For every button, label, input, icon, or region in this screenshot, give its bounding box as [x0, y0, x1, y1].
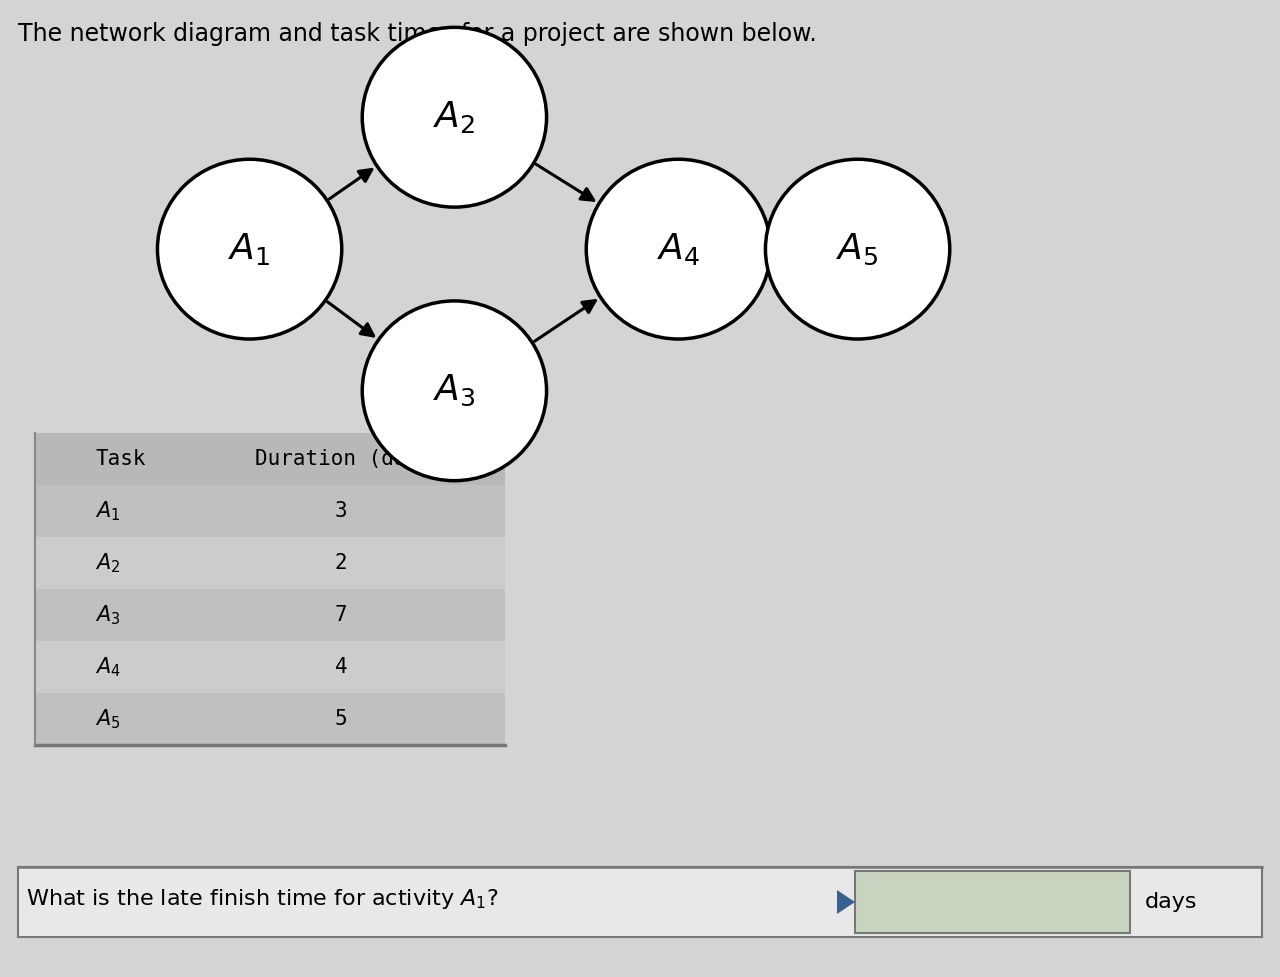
Text: $A_{1}$: $A_{1}$ — [228, 232, 271, 267]
Bar — [35, 537, 506, 589]
Bar — [855, 871, 1130, 933]
Text: What is the late finish time for activity $A_1$?: What is the late finish time for activit… — [26, 887, 498, 911]
Text: $A_{4}$: $A_{4}$ — [657, 232, 700, 267]
Ellipse shape — [765, 159, 950, 339]
Text: $A_{4}$: $A_{4}$ — [95, 656, 120, 679]
Text: $A_{5}$: $A_{5}$ — [836, 232, 879, 267]
Text: $A_{3}$: $A_{3}$ — [95, 603, 120, 627]
Text: Duration (days): Duration (days) — [255, 449, 444, 469]
Text: 2: 2 — [335, 553, 348, 573]
Ellipse shape — [157, 159, 342, 339]
Text: 5: 5 — [335, 709, 348, 729]
Text: $A_{1}$: $A_{1}$ — [95, 499, 120, 523]
Text: 7: 7 — [335, 605, 348, 625]
Bar — [35, 485, 506, 537]
Text: The network diagram and task times for a project are shown below.: The network diagram and task times for a… — [18, 22, 817, 46]
Ellipse shape — [586, 159, 771, 339]
Text: $A_{3}$: $A_{3}$ — [433, 373, 476, 408]
Text: 3: 3 — [335, 501, 348, 521]
Polygon shape — [837, 890, 855, 914]
Text: Task: Task — [95, 449, 146, 469]
Text: $A_{2}$: $A_{2}$ — [433, 100, 476, 135]
Text: $A_{5}$: $A_{5}$ — [95, 707, 120, 731]
Text: days: days — [1146, 892, 1198, 912]
Bar — [35, 589, 506, 641]
Ellipse shape — [362, 27, 547, 207]
Bar — [18, 867, 1262, 937]
Ellipse shape — [362, 301, 547, 481]
Bar — [35, 641, 506, 693]
Bar — [35, 693, 506, 745]
Text: 4: 4 — [335, 657, 348, 677]
Bar — [35, 433, 506, 485]
Text: $A_{2}$: $A_{2}$ — [95, 551, 120, 574]
